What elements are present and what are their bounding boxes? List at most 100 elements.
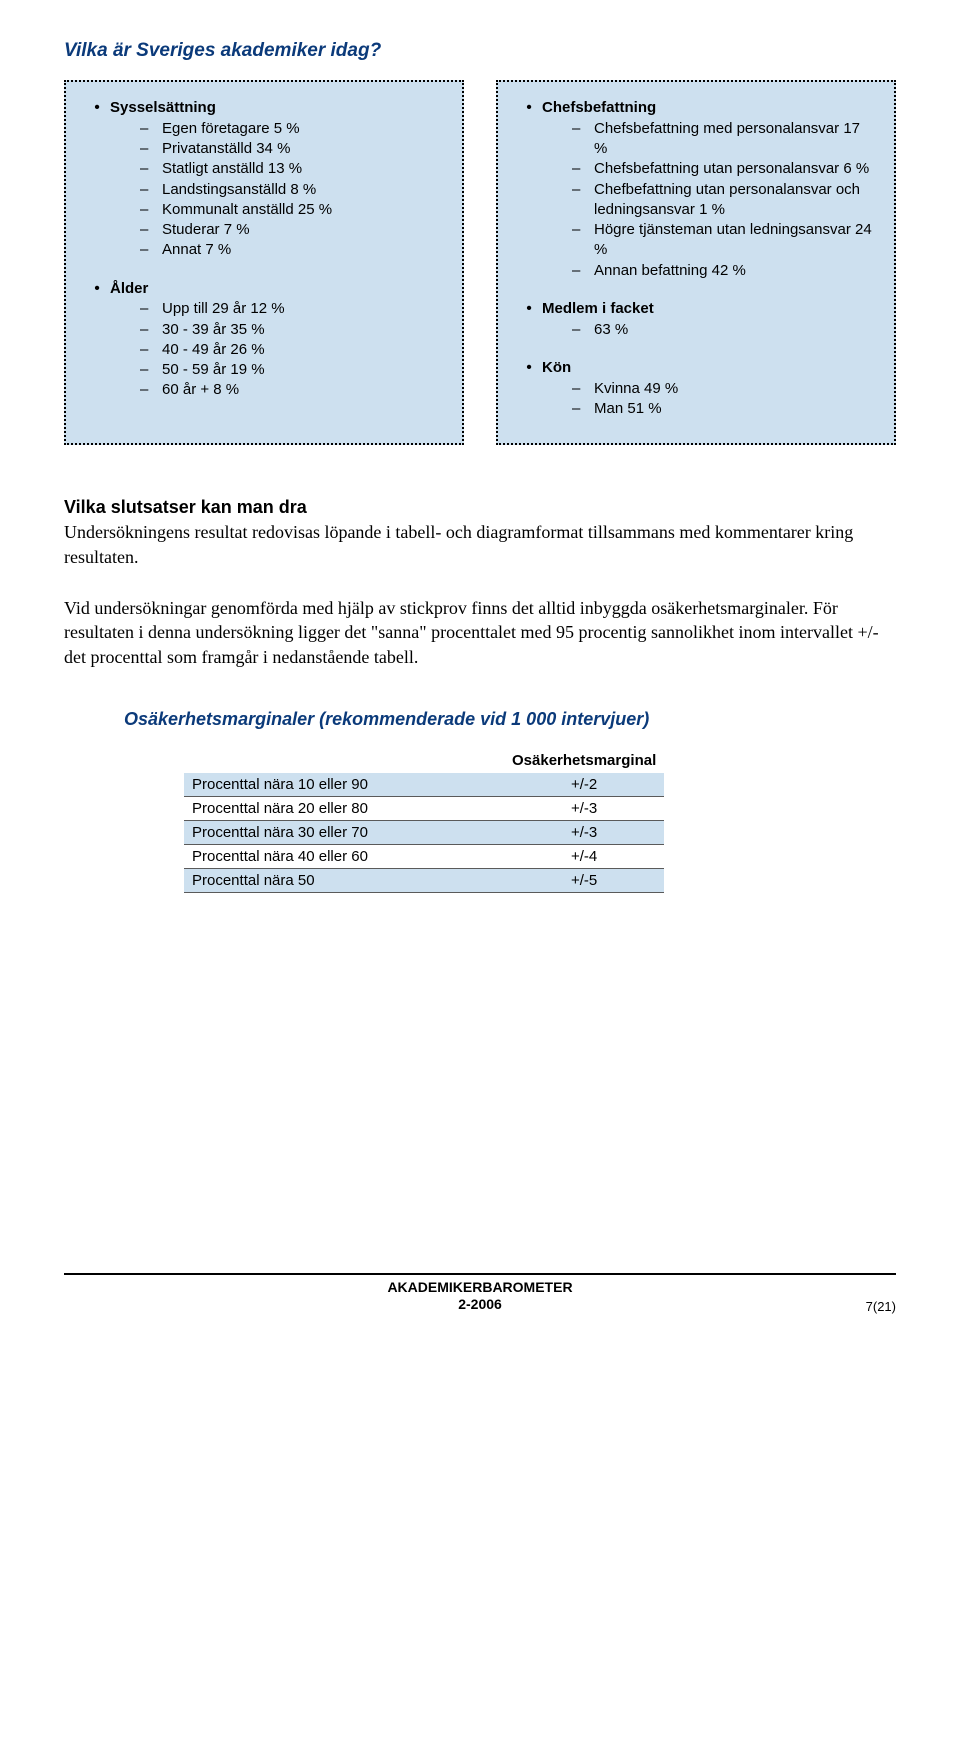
- list-item: –50 - 59 år 19 %: [140, 360, 444, 380]
- group: •Kön–Kvinna 49 %–Man 51 %: [516, 358, 876, 419]
- dash-icon: –: [140, 180, 162, 200]
- list-item-text: Landstingsanställd 8 %: [162, 180, 444, 200]
- bullet-icon: •: [516, 98, 542, 119]
- row-value: +/-5: [504, 868, 664, 892]
- footer-line2: 2-2006: [458, 1296, 502, 1312]
- list-item-text: Statligt anställd 13 %: [162, 159, 444, 179]
- dash-icon: –: [140, 299, 162, 319]
- dash-icon: –: [140, 119, 162, 139]
- list-item: –Chefsbefattning utan personalansvar 6 %: [572, 159, 876, 179]
- row-label: Procenttal nära 10 eller 90: [184, 773, 504, 797]
- bullet-icon: •: [516, 358, 542, 379]
- sub-list: –Upp till 29 år 12 %–30 - 39 år 35 %–40 …: [84, 299, 444, 400]
- list-item: –Högre tjänsteman utan ledningsansvar 24…: [572, 220, 876, 261]
- group-header: •Medlem i facket: [516, 299, 876, 320]
- bullet-icon: •: [516, 299, 542, 320]
- list-item-text: Privatanställd 34 %: [162, 139, 444, 159]
- sub-list: –Kvinna 49 %–Man 51 %: [516, 379, 876, 420]
- dash-icon: –: [572, 180, 594, 221]
- sub-list: –Chefsbefattning med personalansvar 17 %…: [516, 119, 876, 281]
- dash-icon: –: [572, 159, 594, 179]
- sub-list: –Egen företagare 5 %–Privatanställd 34 %…: [84, 119, 444, 261]
- dash-icon: –: [572, 261, 594, 281]
- dash-icon: –: [140, 139, 162, 159]
- list-item: –Egen företagare 5 %: [140, 119, 444, 139]
- list-item: –63 %: [572, 320, 876, 340]
- row-value: +/-4: [504, 844, 664, 868]
- list-item: –Annan befattning 42 %: [572, 261, 876, 281]
- group-label: Ålder: [110, 279, 148, 299]
- list-item: –Annat 7 %: [140, 240, 444, 260]
- list-item: –Upp till 29 år 12 %: [140, 299, 444, 319]
- group-label: Medlem i facket: [542, 299, 654, 319]
- list-item: –Chefsbefattning med personalansvar 17 %: [572, 119, 876, 160]
- row-label: Procenttal nära 40 eller 60: [184, 844, 504, 868]
- list-item-text: Annat 7 %: [162, 240, 444, 260]
- row-label: Procenttal nära 20 eller 80: [184, 796, 504, 820]
- list-item: –60 år + 8 %: [140, 380, 444, 400]
- margins-col-header: Osäkerhetsmarginal: [504, 748, 664, 773]
- box-right: •Chefsbefattning–Chefsbefattning med per…: [496, 80, 896, 445]
- group-label: Sysselsättning: [110, 98, 216, 118]
- bullet-icon: •: [84, 98, 110, 119]
- table-row: Procenttal nära 40 eller 60+/-4: [184, 844, 664, 868]
- row-label: Procenttal nära 30 eller 70: [184, 820, 504, 844]
- footer-page: 7(21): [816, 1299, 896, 1314]
- list-item: –Kommunalt anställd 25 %: [140, 200, 444, 220]
- row-value: +/-3: [504, 796, 664, 820]
- list-item: –Kvinna 49 %: [572, 379, 876, 399]
- dash-icon: –: [140, 360, 162, 380]
- row-value: +/-3: [504, 820, 664, 844]
- list-item-text: Chefsbefattning utan personalansvar 6 %: [594, 159, 876, 179]
- dash-icon: –: [140, 320, 162, 340]
- dash-icon: –: [140, 220, 162, 240]
- list-item-text: Man 51 %: [594, 399, 876, 419]
- list-item-text: Chefbefattning utan personalansvar och l…: [594, 180, 876, 221]
- conclusions-heading: Vilka slutsatser kan man dra: [64, 497, 307, 517]
- list-item-text: 63 %: [594, 320, 876, 340]
- list-item: –30 - 39 år 35 %: [140, 320, 444, 340]
- list-item: –Studerar 7 %: [140, 220, 444, 240]
- info-boxes: •Sysselsättning–Egen företagare 5 %–Priv…: [64, 80, 896, 445]
- list-item-text: Studerar 7 %: [162, 220, 444, 240]
- group-header: •Kön: [516, 358, 876, 379]
- list-item: –Statligt anställd 13 %: [140, 159, 444, 179]
- group-header: •Ålder: [84, 279, 444, 300]
- page-title: Vilka är Sveriges akademiker idag?: [64, 40, 896, 62]
- group: •Chefsbefattning–Chefsbefattning med per…: [516, 98, 876, 281]
- list-item-text: Kvinna 49 %: [594, 379, 876, 399]
- list-item-text: Chefsbefattning med personalansvar 17 %: [594, 119, 876, 160]
- dash-icon: –: [572, 320, 594, 340]
- sub-list: –63 %: [516, 320, 876, 340]
- dash-icon: –: [140, 340, 162, 360]
- table-row: Procenttal nära 30 eller 70+/-3: [184, 820, 664, 844]
- conclusions-p2: Vid undersökningar genomförda med hjälp …: [64, 596, 896, 669]
- list-item: –Chefbefattning utan personalansvar och …: [572, 180, 876, 221]
- margins-title: Osäkerhetsmarginaler (rekommenderade vid…: [124, 709, 896, 730]
- list-item: –40 - 49 år 26 %: [140, 340, 444, 360]
- dash-icon: –: [140, 240, 162, 260]
- list-item-text: 30 - 39 år 35 %: [162, 320, 444, 340]
- table-row: Procenttal nära 20 eller 80+/-3: [184, 796, 664, 820]
- list-item: –Man 51 %: [572, 399, 876, 419]
- footer-line1: AKADEMIKERBAROMETER: [387, 1279, 572, 1295]
- list-item-text: Kommunalt anställd 25 %: [162, 200, 444, 220]
- dash-icon: –: [572, 119, 594, 160]
- list-item-text: 60 år + 8 %: [162, 380, 444, 400]
- row-label: Procenttal nära 50: [184, 868, 504, 892]
- group: •Sysselsättning–Egen företagare 5 %–Priv…: [84, 98, 444, 261]
- group-header: •Sysselsättning: [84, 98, 444, 119]
- group: •Medlem i facket–63 %: [516, 299, 876, 340]
- list-item-text: Egen företagare 5 %: [162, 119, 444, 139]
- dash-icon: –: [140, 380, 162, 400]
- dash-icon: –: [572, 399, 594, 419]
- list-item-text: 50 - 59 år 19 %: [162, 360, 444, 380]
- dash-icon: –: [572, 220, 594, 261]
- box-left: •Sysselsättning–Egen företagare 5 %–Priv…: [64, 80, 464, 445]
- list-item: –Privatanställd 34 %: [140, 139, 444, 159]
- conclusions-section: Vilka slutsatser kan man dra Undersöknin…: [64, 495, 896, 570]
- row-value: +/-2: [504, 773, 664, 797]
- page-footer: AKADEMIKERBAROMETER 2-2006 7(21): [64, 1273, 896, 1314]
- list-item-text: Upp till 29 år 12 %: [162, 299, 444, 319]
- bullet-icon: •: [84, 279, 110, 300]
